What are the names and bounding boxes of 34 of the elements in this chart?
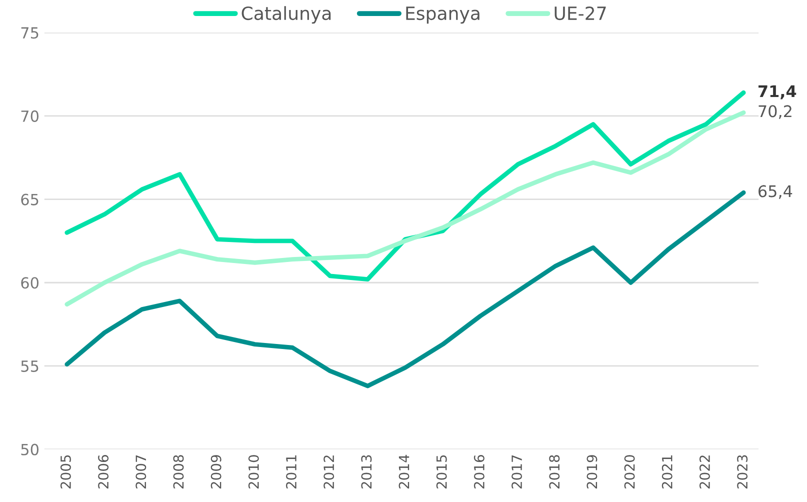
- legend-label: UE-27: [554, 6, 606, 20]
- x-tick-label: 2015: [436, 455, 447, 488]
- x-tick-label: 2021: [662, 455, 672, 488]
- x-tick-label: 2005: [60, 455, 71, 488]
- x-tick-label: 2011: [286, 455, 297, 488]
- y-tick-label: 60: [21, 277, 39, 289]
- line-series: [64, 110, 746, 307]
- y-tick-label: 70: [21, 110, 39, 122]
- line-series: [64, 90, 746, 282]
- x-tick-label: 2012: [324, 456, 334, 488]
- x-tick-label: 2016: [474, 455, 484, 488]
- y-tick-label: 75: [21, 27, 38, 39]
- y-tick-label: 50: [21, 444, 39, 456]
- x-tick-label: 2009: [210, 455, 222, 488]
- x-tick-label: 2007: [136, 455, 146, 488]
- y-tick-label: 65: [21, 194, 38, 206]
- legend-label: Catalunya: [242, 6, 331, 24]
- line-series: [64, 190, 746, 388]
- x-tick-label: 2019: [586, 455, 598, 488]
- x-tick-label: 2022: [699, 456, 710, 488]
- x-tick-label: 2006: [98, 455, 109, 488]
- data-label: 65,4: [758, 185, 792, 199]
- x-tick-label: 2014: [398, 454, 410, 488]
- data-label: 71,4: [758, 85, 796, 100]
- x-tick-label: 2020: [624, 455, 635, 488]
- data-label: 70,2: [758, 105, 792, 119]
- y-tick-label: 55: [21, 360, 38, 372]
- x-tick-label: 2018: [549, 455, 560, 488]
- legend-label: Espanya: [406, 6, 480, 24]
- x-tick-label: 2008: [173, 455, 184, 488]
- x-tick-label: 2017: [512, 455, 522, 488]
- x-tick-label: 2023: [737, 455, 748, 488]
- x-tick-label: 2010: [248, 455, 259, 488]
- x-tick-label: 2013: [361, 455, 372, 488]
